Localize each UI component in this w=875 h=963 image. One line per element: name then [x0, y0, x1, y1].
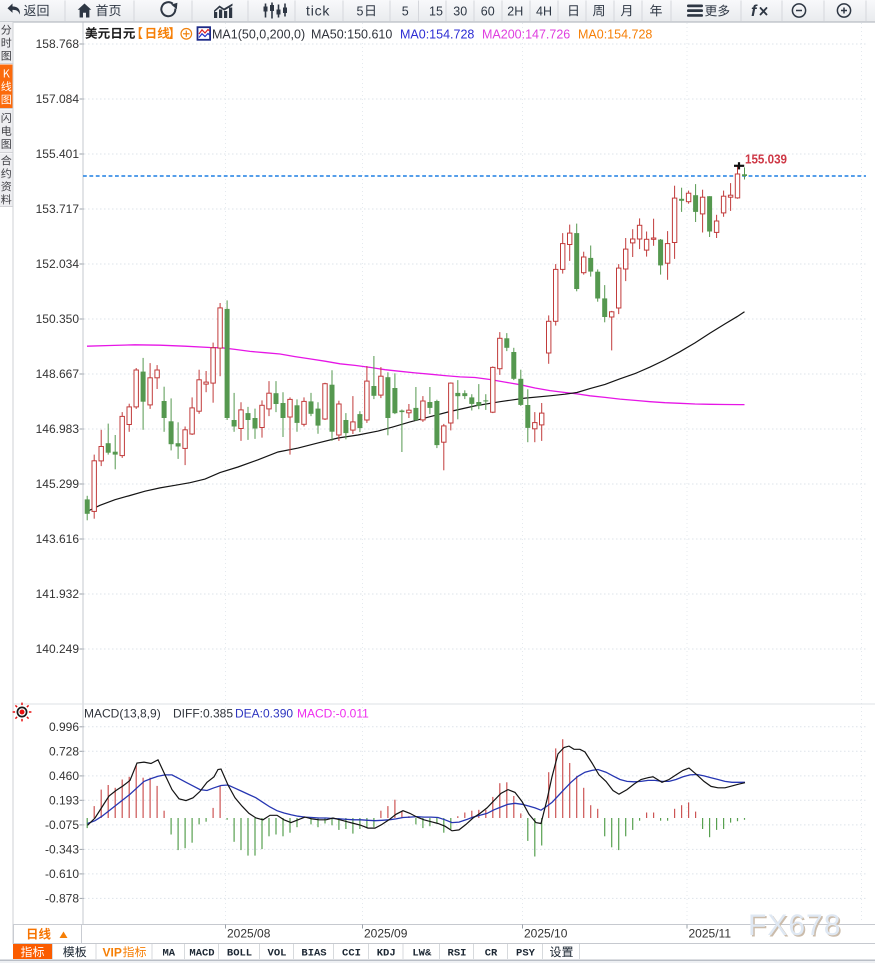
- svg-text:30: 30: [453, 4, 467, 18]
- svg-text:141.932: 141.932: [36, 587, 80, 601]
- svg-text:152.034: 152.034: [36, 257, 80, 271]
- svg-text:-0.343: -0.343: [45, 842, 79, 856]
- svg-text:2025/09: 2025/09: [364, 927, 408, 941]
- svg-text:146.983: 146.983: [36, 422, 80, 436]
- svg-text:5: 5: [357, 4, 364, 18]
- svg-text:DIFF:0.385: DIFF:0.385: [173, 707, 233, 721]
- svg-text:MA1(50,0,200,0): MA1(50,0,200,0): [212, 27, 305, 41]
- svg-text:4H: 4H: [536, 4, 552, 18]
- svg-text:tick: tick: [306, 3, 330, 19]
- svg-text:-0.075: -0.075: [45, 818, 79, 832]
- svg-text:158.768: 158.768: [36, 37, 80, 51]
- svg-text:2025/10: 2025/10: [524, 927, 568, 941]
- svg-text:155.401: 155.401: [36, 147, 80, 161]
- svg-text:MA50:150.610: MA50:150.610: [311, 27, 392, 41]
- svg-text:0.193: 0.193: [49, 793, 79, 807]
- svg-text:DEA:0.390: DEA:0.390: [235, 707, 293, 721]
- svg-text:0.996: 0.996: [49, 720, 79, 734]
- svg-text:MA0:154.728: MA0:154.728: [578, 27, 652, 41]
- svg-text:RSI: RSI: [448, 948, 467, 960]
- svg-text:FX678: FX678: [750, 911, 843, 944]
- svg-text:VOL: VOL: [268, 948, 287, 960]
- svg-text:148.667: 148.667: [36, 367, 80, 381]
- svg-text:MACD: MACD: [189, 948, 214, 960]
- svg-text:MACD:-0.011: MACD:-0.011: [297, 707, 369, 721]
- svg-text:2025/08: 2025/08: [227, 927, 271, 941]
- svg-text:2H: 2H: [507, 4, 523, 18]
- svg-text:157.084: 157.084: [36, 92, 80, 106]
- svg-text:MA0:154.728: MA0:154.728: [400, 27, 474, 41]
- svg-text:0.728: 0.728: [49, 744, 79, 758]
- svg-text:5: 5: [402, 4, 409, 18]
- svg-text:MA200:147.726: MA200:147.726: [482, 27, 570, 41]
- svg-text:CCI: CCI: [342, 948, 361, 960]
- svg-text:KDJ: KDJ: [377, 948, 396, 960]
- svg-text:CR: CR: [485, 948, 498, 960]
- svg-text:150.350: 150.350: [36, 312, 80, 326]
- svg-text:-0.878: -0.878: [45, 891, 79, 905]
- svg-text:f: f: [751, 3, 758, 20]
- svg-text:60: 60: [481, 4, 495, 18]
- svg-text:143.616: 143.616: [36, 532, 80, 546]
- svg-text:153.717: 153.717: [36, 202, 80, 216]
- svg-text:MACD(13,8,9): MACD(13,8,9): [84, 707, 161, 721]
- svg-text:BOLL: BOLL: [227, 948, 252, 960]
- svg-text:0.460: 0.460: [49, 769, 79, 783]
- svg-text:15: 15: [429, 4, 443, 18]
- svg-text:PSY: PSY: [516, 948, 536, 960]
- svg-text:2025/11: 2025/11: [689, 927, 732, 941]
- svg-text:140.249: 140.249: [36, 642, 80, 656]
- svg-text:BIAS: BIAS: [301, 948, 326, 960]
- svg-text:LW&: LW&: [412, 948, 432, 960]
- svg-text:145.299: 145.299: [36, 477, 80, 491]
- svg-text:VIP: VIP: [103, 945, 122, 959]
- svg-text:155.039: 155.039: [745, 152, 787, 166]
- svg-text:FX678: FX678: [748, 909, 841, 942]
- svg-text:-0.610: -0.610: [45, 867, 79, 881]
- svg-text:MA: MA: [162, 948, 175, 960]
